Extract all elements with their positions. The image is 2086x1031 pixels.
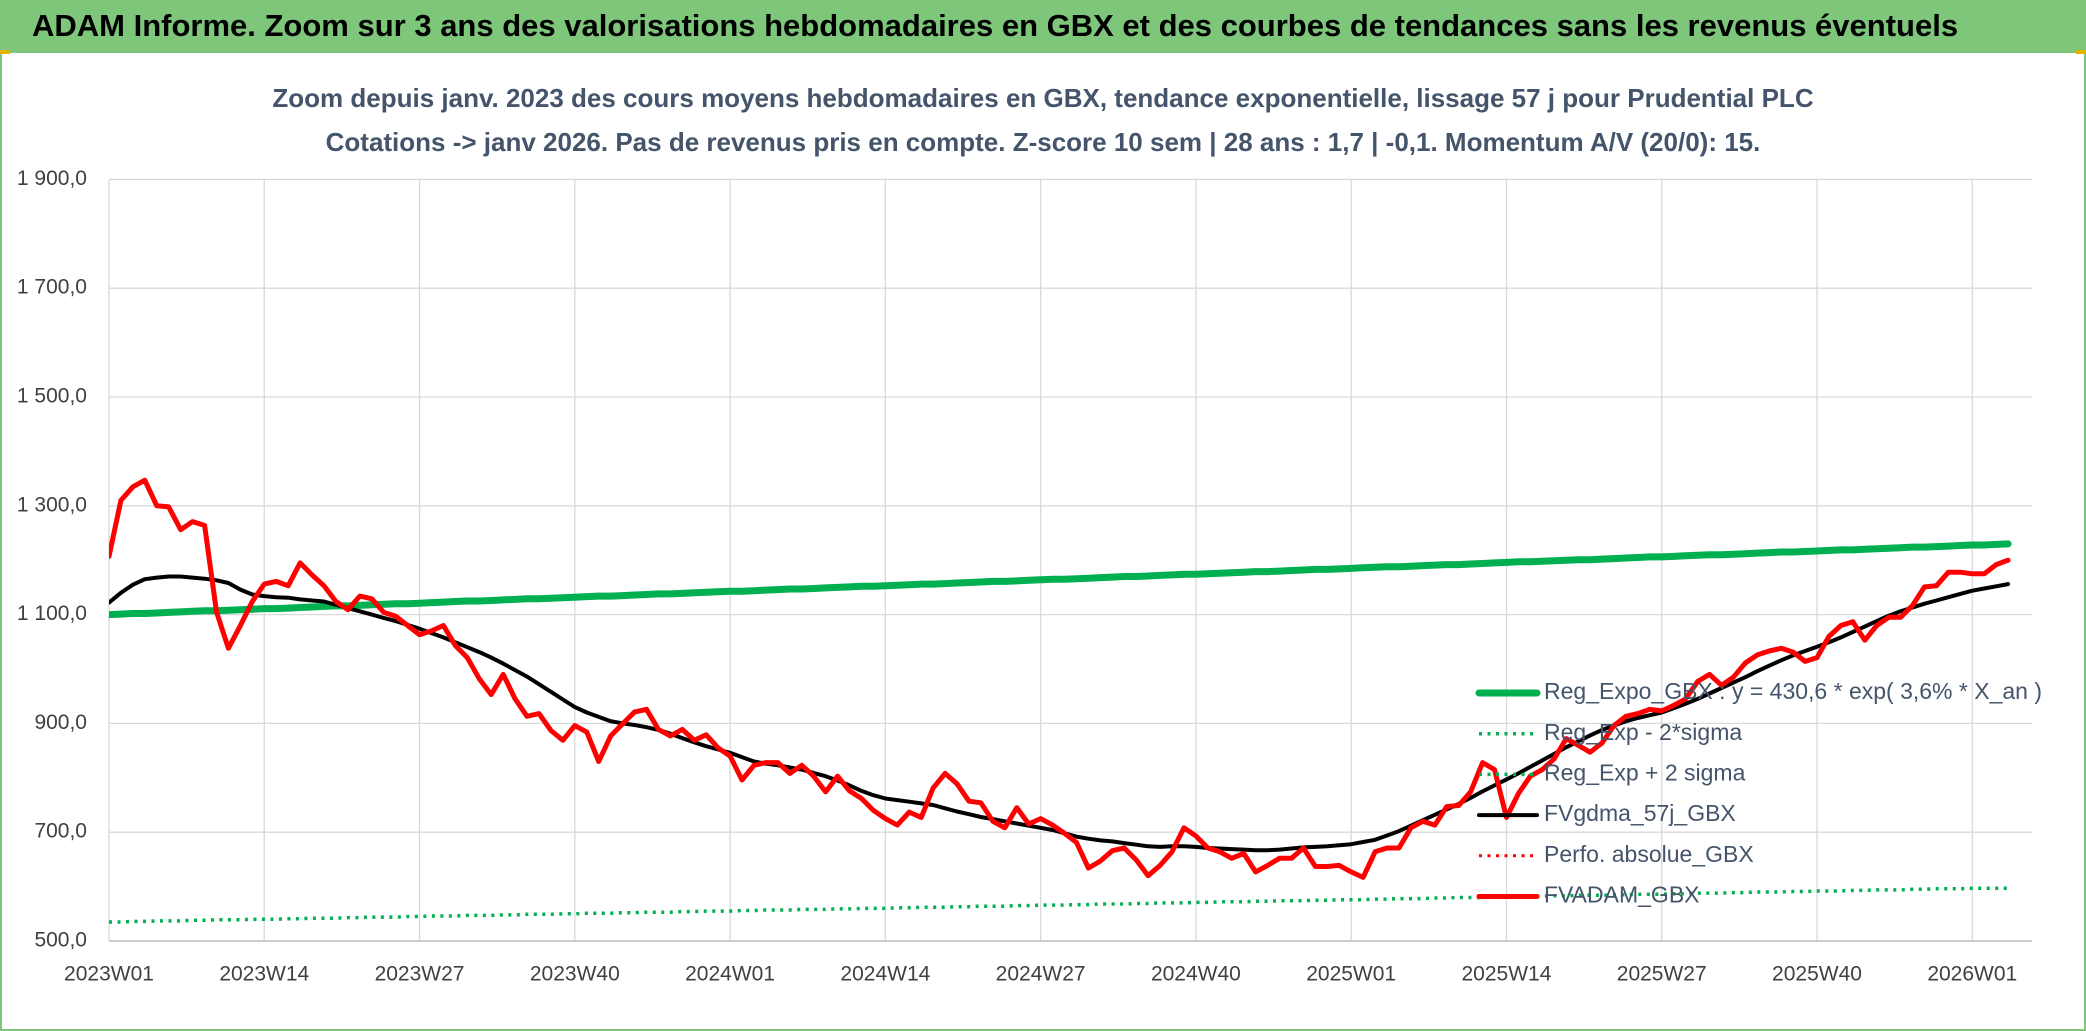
y-tick-label: 900,0 <box>34 711 87 734</box>
subtitle-background <box>345 78 1735 164</box>
x-tick-label: 2024W27 <box>996 963 1086 986</box>
legend-label: Perfo. absolue_GBX <box>1544 841 1754 867</box>
x-tick-label: 2025W14 <box>1462 963 1552 986</box>
series-line <box>109 540 2012 619</box>
grid: 500,0 700,0 900,0 1 100,0 1 300,0 1 500,0 1 70… <box>17 167 2032 986</box>
x-tick-label: 2025W27 <box>1617 963 1707 986</box>
x-tick-label: 2025W01 <box>1306 963 1396 986</box>
legend: Reg_Expo_GBX : y = 430,6 * exp( 3,6% * X… <box>1475 678 2042 908</box>
y-tick-label: 1 100,0 <box>17 602 87 625</box>
y-tick-label: 1 300,0 <box>17 493 87 516</box>
y-tick-label: 1 500,0 <box>17 385 87 408</box>
legend-label: Reg_Exp - 2*sigma <box>1544 719 1742 745</box>
title-bar <box>0 0 2086 53</box>
corner-mark <box>0 50 10 54</box>
x-tick-label: 2023W14 <box>219 963 309 986</box>
corner-mark <box>2076 50 2086 54</box>
y-tick-label: 1 700,0 <box>17 276 87 299</box>
y-tick-label: 700,0 <box>34 820 87 843</box>
x-tick-label: 2023W27 <box>375 963 465 986</box>
legend-label: FVgdma_57j_GBX <box>1544 800 1736 826</box>
chart-subtitle: Cotations -> janv 2026. Pas de revenus p… <box>326 127 1761 157</box>
x-tick-label: 2023W01 <box>64 963 154 986</box>
y-tick-label: 1 900,0 <box>17 167 87 190</box>
series-line <box>109 886 2009 924</box>
x-tick-label: 2025W40 <box>1772 963 1862 986</box>
series-line <box>109 477 2011 880</box>
x-tick-label: 2024W01 <box>685 963 775 986</box>
x-tick-label: 2023W40 <box>530 963 620 986</box>
chart-subtitle: Zoom depuis janv. 2023 des cours moyens … <box>272 83 1813 113</box>
legend-label: Reg_Exp + 2 sigma <box>1544 759 1746 785</box>
chart-title: ADAM Informe. Zoom sur 3 ans des valoris… <box>32 8 1958 43</box>
x-tick-label: 2024W14 <box>840 963 930 986</box>
legend-label: Reg_Expo_GBX : y = 430,6 * exp( 3,6% * X… <box>1544 678 2042 704</box>
x-tick-label: 2026W01 <box>1927 963 2017 986</box>
legend-label: FVADAM_GBX <box>1544 882 1700 908</box>
plot-lines <box>109 477 2012 924</box>
x-tick-label: 2024W40 <box>1151 963 1241 986</box>
y-tick-label: 500,0 <box>34 929 87 952</box>
